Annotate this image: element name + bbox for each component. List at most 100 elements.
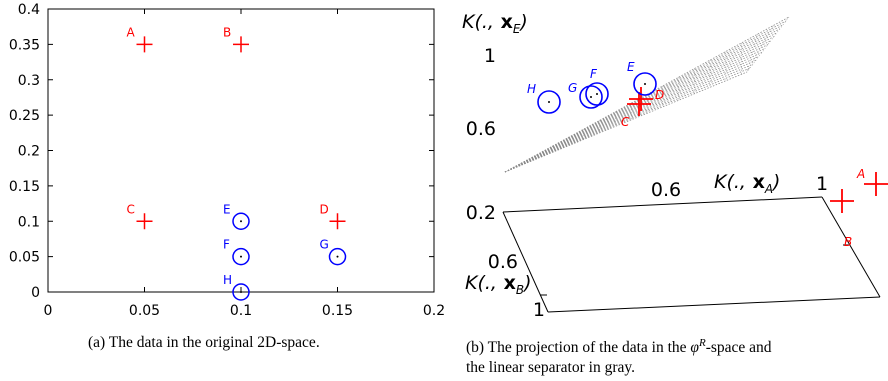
point-dot [596,93,598,95]
base-edge-right [821,196,881,298]
separator-line [504,67,751,173]
point-A: A [127,25,153,53]
y-tick-label: 0 [31,285,40,301]
point-label: H [527,82,536,96]
point-label: F [223,238,230,252]
plus-marker [233,36,249,53]
circle-marker [537,90,561,114]
caption-b-text-end: -space and [705,339,772,357]
y-tick-label: 0.15 [9,179,40,195]
y-tick-label: 0.2 [18,144,40,160]
point-label: E [627,60,635,74]
point-dot [548,101,550,103]
plus-marker [864,172,888,196]
plus-marker [136,213,153,230]
x-tick-label: 0.2 [423,303,445,319]
z-axis-title: K(., xE) [462,11,528,36]
y-tick-label: 0.35 [9,37,40,53]
point-D: D [320,202,346,230]
circle-marker [232,247,250,266]
y-tick-label: 0.4 [18,2,40,18]
base-edge-front [547,296,881,313]
point-label: C [621,115,630,129]
x-axis-title: K(., xA) [714,171,780,196]
caption-b: (b) The projection of the data in the φR… [466,333,886,378]
z-tick-label: 0.2 [466,202,496,224]
y-tick-label: 0.6 [488,251,518,273]
y-tick-label: 0.05 [9,250,40,266]
point-dot [590,96,592,98]
x-tick-label: 0.6 [651,179,681,201]
point-A: A [856,167,888,196]
separator-line [504,63,754,173]
separator-line [504,59,757,173]
caption-a: (a) The data in the original 2D-space. [88,334,320,351]
separator-line [504,40,772,173]
point-label: B [844,235,852,249]
separator-line [504,51,763,173]
y-tick-label: 0.3 [18,73,40,89]
base-frame [502,196,881,313]
x-tick-label: 1 [816,173,828,195]
point-label: G [568,81,577,95]
point-C: C [127,202,153,230]
circle-marker [328,247,347,266]
x-tick-label: 0.15 [322,303,353,319]
circle-marker [232,212,250,230]
point-G: G [568,81,603,109]
point-C: C [621,92,651,129]
point-B: B [830,189,854,249]
x-tick-label: 0.05 [129,303,160,319]
point-dot [240,220,242,223]
y-tick-label: 0.1 [18,214,40,230]
circle-marker [633,72,657,96]
caption-b-sup: R [698,337,706,349]
z-tick-label: 1 [484,45,496,67]
plus-marker [329,213,346,230]
point-label: G [320,238,329,252]
point-D: D [629,87,664,111]
circle-marker [585,82,609,106]
point-label: D [320,202,329,216]
point-label: A [127,25,136,39]
circle-marker [232,283,250,301]
z-tick-label: 0.6 [466,118,496,140]
x-tick-label: 0 [44,303,53,319]
base-edge-back [502,196,823,213]
point-dot [240,291,242,293]
y-tick-label: 1 [533,299,545,321]
point-F: F [223,238,250,266]
point-label: A [856,167,865,181]
separator-line [746,16,790,73]
y-tick-label: 0.25 [9,108,40,124]
circle-marker [579,85,603,109]
point-label: D [655,88,664,102]
plus-marker [830,189,854,213]
separator-line [504,44,769,173]
point-dot [644,83,646,85]
separator-line [746,34,758,73]
point-label: H [223,273,232,287]
point-E: E [223,202,250,230]
y-axis-title: K(., xB) [465,272,531,297]
point-dot [336,255,339,258]
caption-b-text: (b) The projection of the data in the [466,339,691,357]
plus-marker [136,36,153,53]
point-B: B [223,25,249,53]
caption-b-phi: φ [690,339,699,357]
point-G: G [320,238,347,266]
point-H: H [223,273,250,301]
point-dot [240,255,242,258]
point-label: C [127,202,135,216]
point-F: F [585,67,609,106]
point-label: E [223,202,231,216]
point-H: H [527,82,561,114]
separator-line [504,20,787,173]
plus-marker [629,87,653,111]
caption-b-line2: the linear separator in gray. [466,359,635,377]
separator-line [746,25,774,73]
separator-line [504,28,781,173]
x-tick-label: 0.1 [230,303,252,319]
